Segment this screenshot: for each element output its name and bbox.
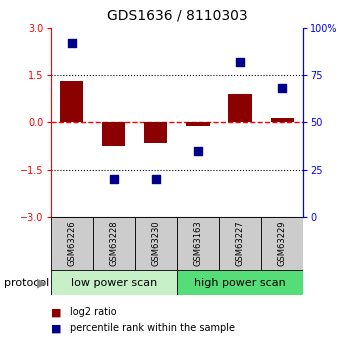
Bar xyxy=(93,217,135,271)
Text: GSM63229: GSM63229 xyxy=(278,220,287,266)
Bar xyxy=(51,270,177,295)
Bar xyxy=(51,217,93,271)
Text: low power scan: low power scan xyxy=(71,278,157,287)
Bar xyxy=(144,122,168,143)
Point xyxy=(153,177,159,182)
Bar xyxy=(271,118,294,122)
Text: GSM63230: GSM63230 xyxy=(151,220,160,266)
Text: ▶: ▶ xyxy=(37,277,46,290)
Bar xyxy=(177,217,219,271)
Text: GSM63227: GSM63227 xyxy=(236,220,244,266)
Bar xyxy=(229,94,252,122)
Text: GSM63228: GSM63228 xyxy=(109,220,118,266)
Text: log2 ratio: log2 ratio xyxy=(70,307,117,317)
Point xyxy=(111,177,117,182)
Text: ■: ■ xyxy=(51,324,61,333)
Bar xyxy=(60,81,83,122)
Text: ■: ■ xyxy=(51,307,61,317)
Point xyxy=(195,148,201,154)
Bar xyxy=(177,270,303,295)
Point xyxy=(237,59,243,65)
Text: percentile rank within the sample: percentile rank within the sample xyxy=(70,324,235,333)
Bar xyxy=(102,122,125,146)
Point xyxy=(279,86,285,91)
Text: GSM63163: GSM63163 xyxy=(193,220,203,266)
Bar xyxy=(186,122,209,126)
Text: high power scan: high power scan xyxy=(194,278,286,287)
Text: GSM63226: GSM63226 xyxy=(67,220,76,266)
Text: protocol: protocol xyxy=(4,278,49,288)
Bar xyxy=(219,217,261,271)
Bar xyxy=(135,217,177,271)
Point xyxy=(69,40,74,46)
Text: GDS1636 / 8110303: GDS1636 / 8110303 xyxy=(106,9,247,23)
Bar xyxy=(261,217,303,271)
